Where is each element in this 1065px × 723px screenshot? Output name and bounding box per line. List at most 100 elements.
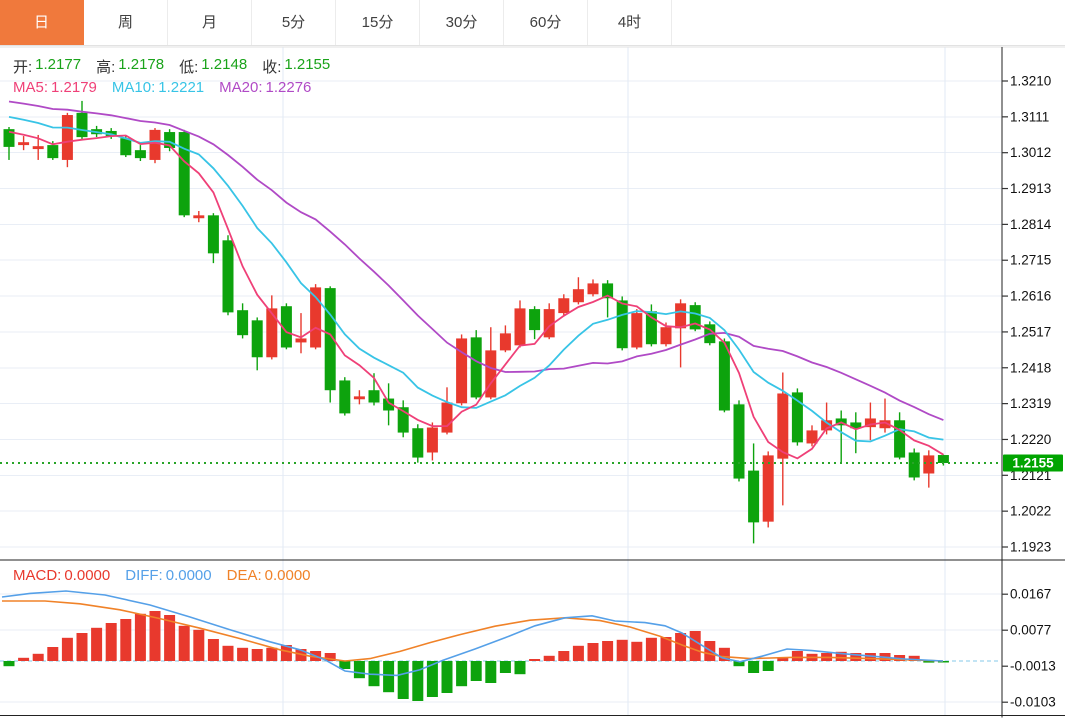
- macd-bar: [426, 661, 438, 697]
- macd-tick-label: 0.0077: [1010, 623, 1051, 638]
- candle: [295, 338, 307, 343]
- tab-30分[interactable]: 30分: [420, 0, 504, 45]
- tab-月[interactable]: 月: [168, 0, 252, 45]
- candle: [879, 420, 891, 429]
- candle: [237, 310, 249, 336]
- candle: [645, 311, 657, 345]
- macd-bar: [762, 661, 774, 671]
- ma10-label: MA10:: [111, 79, 156, 96]
- candle: [558, 298, 570, 314]
- candle: [397, 407, 409, 433]
- macd-bar: [470, 661, 482, 681]
- macd-bar: [266, 647, 278, 661]
- macd-bar: [193, 629, 205, 661]
- macd-bar: [616, 639, 628, 661]
- macd-bar: [120, 619, 132, 661]
- macd-bar: [485, 661, 497, 683]
- tab-日[interactable]: 日: [0, 0, 84, 45]
- macd-bar: [631, 641, 643, 661]
- tab-5分[interactable]: 5分: [252, 0, 336, 45]
- low-quote: 低: 1.2148: [179, 56, 247, 77]
- macd-tick-label: 0.0167: [1010, 587, 1051, 602]
- ma5-legend: MA5: 1.2179: [13, 79, 97, 96]
- macd-bar: [645, 637, 657, 661]
- macd-bar: [718, 647, 730, 661]
- macd-bar: [149, 611, 161, 661]
- high-value: 1.2178: [118, 56, 165, 73]
- quote-bar: 开: 1.2177 高: 1.2178 低: 1.2148 收: 1.2155: [13, 56, 330, 77]
- candle: [266, 308, 278, 358]
- grid-lines: [0, 47, 1002, 716]
- candle: [850, 422, 862, 429]
- macd-bar: [412, 661, 424, 701]
- candle: [353, 396, 365, 400]
- macd-bar: [499, 661, 511, 673]
- candle: [806, 430, 818, 444]
- macd-bar: [733, 661, 745, 667]
- candle: [47, 145, 59, 159]
- ma10-line: [8, 116, 944, 443]
- macd-bar: [660, 637, 672, 661]
- macd-legend: MACD: 0.0000 DIFF: 0.0000 DEA: 0.0000: [13, 567, 311, 584]
- dea-label: DEA:: [226, 567, 262, 584]
- candle: [821, 420, 833, 431]
- diff-value: 0.0000: [165, 567, 212, 584]
- price-tick-label: 1.2814: [1010, 217, 1052, 232]
- tab-4时[interactable]: 4时: [588, 0, 672, 45]
- high-label: 高:: [96, 59, 116, 76]
- macd-bar: [748, 661, 760, 673]
- low-value: 1.2148: [201, 56, 248, 73]
- macd-bar: [18, 657, 30, 661]
- candle: [32, 146, 44, 150]
- candle: [339, 380, 351, 414]
- macd-bar: [558, 651, 570, 661]
- price-tick-label: 1.1923: [1010, 540, 1051, 555]
- macd-bar: [937, 661, 949, 663]
- candle: [514, 308, 526, 346]
- macd-bar: [353, 661, 365, 679]
- price-axis: 1.3210 1.3111 1.3012 1.2913 1.2814 1.2715 1.26…: [1002, 74, 1052, 555]
- candle: [485, 350, 497, 398]
- macd-bar: [178, 625, 190, 661]
- candle: [762, 455, 774, 522]
- open-quote: 开: 1.2177: [13, 56, 81, 77]
- macd-bar: [339, 661, 351, 669]
- candle: [529, 309, 541, 331]
- price-tick-label: 1.2517: [1010, 324, 1051, 339]
- low-label: 低:: [179, 59, 199, 76]
- open-label: 开:: [13, 59, 33, 76]
- ma20-legend: MA20: 1.2276: [219, 79, 311, 96]
- macd-bar: [164, 615, 176, 661]
- current-price-tag-label: 1.2155: [1012, 455, 1054, 470]
- candle: [456, 338, 468, 404]
- axis-frame: [0, 46, 1065, 718]
- candle: [660, 327, 672, 345]
- candle: [689, 305, 701, 330]
- candle: [383, 398, 395, 411]
- current-price-tag-bg: [1003, 454, 1063, 472]
- candle: [18, 142, 30, 146]
- candles-layer: [3, 100, 949, 544]
- macd-bar: [456, 661, 468, 687]
- macd-bar: [3, 661, 15, 667]
- tab-周[interactable]: 周: [84, 0, 168, 45]
- candle: [120, 138, 132, 156]
- candle: [675, 303, 687, 329]
- candle: [207, 215, 219, 254]
- diff-label: DIFF:: [125, 567, 163, 584]
- close-quote: 收: 1.2155: [262, 56, 330, 77]
- tab-15分[interactable]: 15分: [336, 0, 420, 45]
- candle: [426, 427, 438, 453]
- candle: [412, 428, 424, 458]
- macd-bar: [207, 639, 219, 661]
- candle: [134, 150, 146, 159]
- candle: [937, 455, 949, 463]
- macd-lines-layer: [1, 590, 944, 677]
- candle: [499, 333, 511, 351]
- tab-60分[interactable]: 60分: [504, 0, 588, 45]
- macd-label: MACD:: [13, 567, 62, 584]
- candle: [178, 132, 190, 216]
- candle: [441, 402, 453, 433]
- macd-bar: [76, 633, 88, 661]
